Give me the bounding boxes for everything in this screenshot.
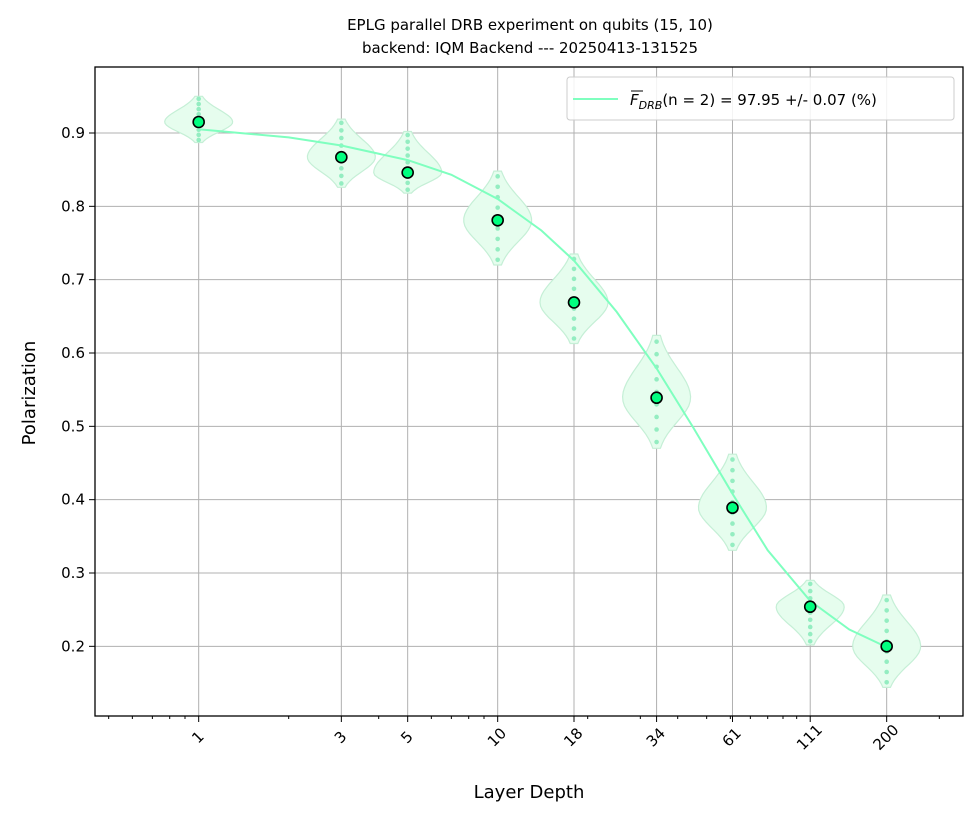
x-ticks: 1 3 5 10 18 34 61 111 200	[108, 716, 940, 754]
y-axis-label: Polarization	[19, 341, 40, 446]
sample-point	[495, 236, 500, 242]
sample-point	[196, 106, 201, 112]
sample-point	[730, 478, 735, 484]
sample-point	[884, 618, 889, 623]
sample-point	[571, 336, 577, 341]
sample-point	[884, 679, 889, 685]
mean-point	[880, 640, 893, 653]
sample-point	[196, 132, 201, 138]
sample-point	[571, 276, 577, 282]
x-tick-label: 111	[793, 721, 826, 754]
sample-point	[196, 96, 201, 102]
y-tick-label: 0.5	[61, 417, 85, 435]
sample-point	[495, 205, 500, 210]
sample-point	[571, 286, 577, 292]
sample-point	[654, 339, 659, 344]
y-tick-label: 0.7	[61, 271, 85, 289]
sample-point	[654, 377, 659, 382]
y-tick-label: 0.2	[61, 637, 85, 655]
sample-point	[196, 112, 201, 117]
sample-point	[884, 597, 889, 603]
mean-point	[567, 296, 581, 309]
sample-point	[339, 173, 344, 179]
chart-title: EPLG parallel DRB experiment on qubits (…	[347, 16, 713, 34]
sample-point	[884, 608, 889, 613]
sample-point	[807, 588, 813, 594]
sample-point	[495, 247, 500, 252]
sample-point	[405, 146, 410, 151]
y-tick-label: 0.3	[61, 564, 85, 582]
sample-point	[339, 128, 344, 133]
sample-point	[495, 226, 500, 231]
y-tick-label: 0.9	[61, 124, 85, 142]
sample-point	[339, 135, 344, 141]
mean-point	[491, 213, 504, 227]
x-axis-label: Layer Depth	[474, 782, 585, 803]
sample-point	[807, 581, 813, 587]
sample-point	[405, 187, 410, 193]
chart-subtitle: backend: IQM Backend --- 20250413-131525	[362, 39, 698, 57]
sample-point	[339, 181, 344, 186]
legend: FDRB(n = 2) = 97.95 +/- 0.07 (%)	[566, 76, 955, 121]
fit-line-group	[198, 128, 888, 649]
mean-point	[650, 391, 663, 405]
mean-point	[192, 115, 205, 129]
sample-point	[654, 351, 659, 357]
x-tick-label: 10	[484, 724, 510, 750]
mean-point	[335, 150, 348, 164]
sample-point	[654, 439, 659, 445]
legend-suffix: (n = 2) = 97.95 +/- 0.07 (%)	[662, 91, 877, 109]
sample-point	[730, 467, 735, 473]
fit-line	[198, 128, 888, 649]
sample-point	[339, 120, 344, 126]
sample-point	[196, 137, 201, 143]
sample-point	[405, 180, 410, 186]
sample-point	[571, 326, 577, 331]
y-tick-label: 0.8	[61, 197, 85, 215]
legend-box	[566, 76, 955, 121]
legend-label: FDRB(n = 2) = 97.95 +/- 0.07 (%)	[630, 91, 877, 112]
sample-point	[654, 427, 659, 432]
sample-point	[405, 132, 410, 138]
sample-point	[654, 414, 659, 420]
sample-point	[495, 184, 500, 190]
mean-point	[726, 501, 739, 515]
x-tick-label: 18	[560, 724, 586, 750]
plot-frame	[94, 66, 964, 717]
x-tick-label: 200	[869, 721, 902, 754]
sample-point	[730, 457, 735, 462]
sample-point	[807, 631, 813, 637]
x-tick-label: 61	[719, 724, 745, 750]
x-tick-label: 34	[643, 724, 669, 750]
x-tick-label: 5	[397, 728, 416, 747]
sample-point	[405, 139, 410, 145]
x-tick-label: 3	[331, 728, 350, 747]
mean-points	[192, 115, 893, 653]
mean-point	[803, 600, 817, 614]
sample-point	[339, 166, 344, 171]
legend-prefix: F	[630, 91, 639, 109]
sample-point	[571, 266, 577, 272]
sample-point	[807, 624, 813, 630]
sample-point	[495, 257, 500, 263]
x-tick-label: 1	[188, 728, 207, 747]
sample-point	[884, 659, 889, 665]
mean-point	[401, 166, 414, 179]
sample-point	[730, 531, 735, 537]
sample-point	[884, 669, 889, 675]
sample-point	[807, 638, 813, 644]
sample-point	[495, 174, 500, 179]
sample-point	[730, 521, 735, 526]
sample-point	[884, 628, 889, 634]
sample-point	[405, 153, 410, 158]
y-tick-label: 0.4	[61, 491, 85, 509]
sample-point	[196, 101, 201, 107]
y-ticks: 0.2 0.3 0.4 0.5 0.6 0.7 0.8 0.9	[61, 124, 95, 655]
y-tick-label: 0.6	[61, 344, 85, 362]
sample-point	[807, 617, 813, 623]
sample-point	[571, 316, 577, 321]
legend-subscript: DRB	[639, 99, 663, 112]
sample-point	[730, 542, 735, 548]
